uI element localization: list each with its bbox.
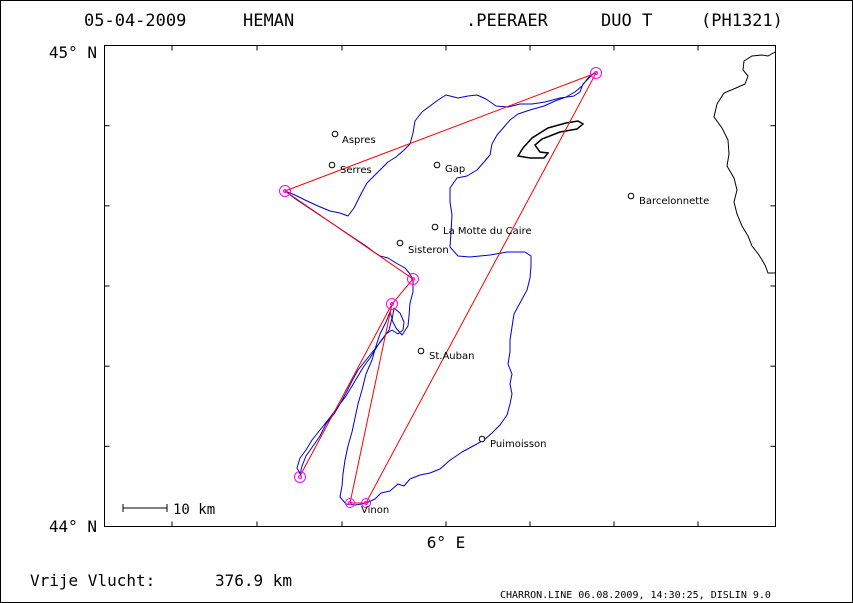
- pilot-name: HEMAN: [243, 11, 294, 31]
- place-label-barcelonnette: Barcelonnette: [639, 196, 709, 207]
- turnpoint-marker: [407, 273, 419, 285]
- place-marker-serres: [328, 161, 336, 169]
- flight-type-label: Vrije Vlucht:: [30, 571, 155, 590]
- copilot-name: .PEERAER: [466, 11, 549, 31]
- place-label-vinon: Vinon: [361, 505, 389, 516]
- latitude-top-label: 45° N: [49, 43, 97, 62]
- flight-date: 05-04-2009: [84, 11, 186, 31]
- flight-track: [284, 72, 595, 506]
- place-marker-barcelonnette: [627, 192, 635, 200]
- scale-bar-label: 10 km: [173, 502, 215, 518]
- latitude-bottom-label: 44° N: [49, 517, 97, 536]
- turnpoint-marker: [345, 498, 355, 508]
- place-label-sisteron: Sisteron: [408, 245, 449, 256]
- turnpoint-marker: [590, 67, 602, 79]
- place-label-st-auban: St.Auban: [429, 351, 474, 362]
- flight-distance: 376.9 km: [215, 571, 292, 590]
- turnpoint-marker: [279, 185, 291, 197]
- glider-registration: (PH1321): [701, 11, 783, 31]
- place-label-aspres: Aspres: [342, 135, 376, 146]
- place-label-la-motte-du-caire: La Motte du Caire: [443, 226, 532, 237]
- place-marker-la-motte-du-caire: [431, 223, 439, 231]
- glider-type: DUO T: [601, 11, 652, 31]
- place-marker-st-auban: [417, 347, 425, 355]
- axis-ticks: [104, 45, 776, 527]
- turnpoint-marker: [361, 498, 371, 508]
- plot-frame: [104, 45, 776, 527]
- longitude-center-label: 6° E: [427, 533, 466, 552]
- place-label-serres: Serres: [340, 165, 372, 176]
- lake-outline: [516, 120, 585, 159]
- place-label-gap: Gap: [445, 164, 465, 175]
- turnpoint-marker: [294, 471, 306, 483]
- place-marker-gap: [433, 161, 441, 169]
- scale-bar: [122, 504, 168, 512]
- task-legs: [284, 72, 598, 504]
- turnpoint-marker: [386, 298, 398, 310]
- place-marker-aspres: [331, 130, 339, 138]
- place-label-puimoisson: Puimoisson: [490, 439, 546, 450]
- border-line: [713, 51, 776, 274]
- place-marker-puimoisson: [478, 435, 486, 443]
- software-info: CHARRON.LINE 06.08.2009, 14:30:25, DISLI…: [500, 590, 771, 601]
- place-marker-sisteron: [396, 239, 404, 247]
